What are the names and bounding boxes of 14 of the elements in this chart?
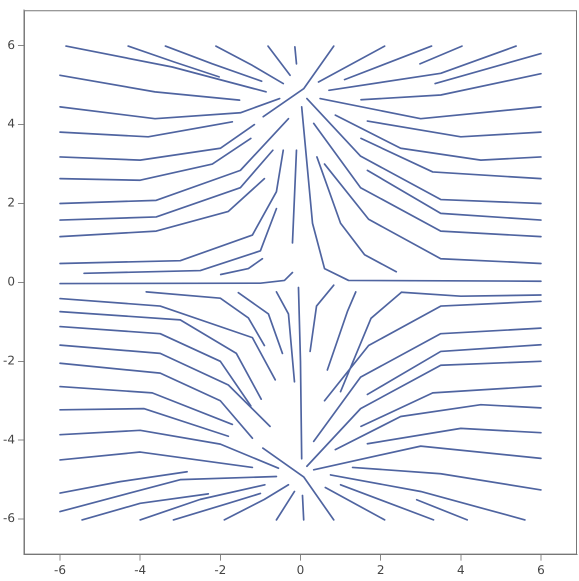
y-tick-label: -4	[2, 432, 15, 446]
x-tick-label: 0	[296, 562, 304, 577]
y-tick-label: -2	[2, 353, 15, 368]
y-tick-label: 4	[7, 116, 15, 131]
y-tick-label: 0	[7, 274, 15, 289]
x-tick-label: 4	[456, 562, 465, 577]
x-tick-label: 6	[537, 562, 545, 577]
y-tick-label: 6	[7, 38, 15, 52]
x-tick-label: -2	[214, 562, 226, 577]
x-tick-label: 2	[376, 562, 384, 577]
y-tick-label: 2	[7, 196, 15, 210]
y-tick-label: -6	[2, 511, 15, 526]
x-tick-label: -4	[134, 562, 146, 577]
x-tick-label: -6	[54, 562, 66, 577]
